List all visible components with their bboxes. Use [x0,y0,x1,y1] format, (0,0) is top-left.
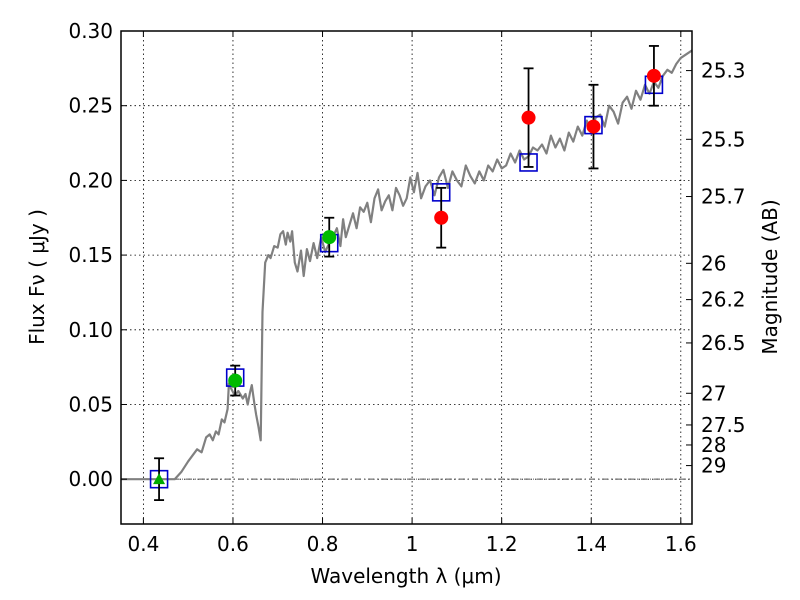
y-tick-label: 0.20 [68,168,113,192]
observed-flux-point [322,230,337,245]
x-axis-title: Wavelength λ (μm) [310,564,501,588]
y-tick-label: 0.00 [68,467,113,491]
y-tick-label: 0.15 [68,243,113,267]
upper-limit-triangle [153,473,166,485]
y-tick-label: 0.10 [68,318,113,342]
right-tick-label: 28 [701,433,726,457]
y-tick-label: 0.05 [68,392,113,416]
observed-flux-point [646,68,661,83]
x-tick-label: 0.8 [307,532,339,556]
right-tick-label: 25.3 [701,59,746,83]
right-tick-label: 25.5 [701,127,746,151]
x-tick-label: 1.4 [575,532,607,556]
y-axis-ticks: 0.00 0.05 0.10 0.15 0.20 0.25 0.30 [68,19,127,491]
right-tick-label: 27.5 [701,413,746,437]
grid-lines [121,30,692,524]
x-tick-label: 1.6 [665,532,697,556]
x-tick-label: 0.4 [127,532,159,556]
axes-frame [120,30,693,525]
y-tick-label: 0.30 [68,19,113,43]
observed-flux-point [228,373,243,388]
y-tick-label: 0.25 [68,94,113,118]
right-axis-title: Magnitude (AB) [758,199,782,354]
x-tick-label: 1.2 [486,532,518,556]
observed-flux-point [521,110,536,125]
right-tick-label: 26.5 [701,331,746,355]
right-tick-label: 26 [701,251,726,275]
plot-area [121,45,693,501]
x-axis-ticks: 0.4 0.6 0.8 1 1.2 1.4 1.6 [127,31,697,556]
right-tick-label: 29 [701,454,726,478]
y-axis-title: Flux Fν ( μJy ) [25,209,49,345]
right-tick-label: 27 [701,381,726,405]
observed-flux-point [586,119,601,134]
sed-model-line [121,49,693,481]
x-tick-label: 0.6 [217,532,249,556]
right-tick-label: 25.7 [701,185,746,209]
x-tick-label: 1 [406,532,419,556]
observed-flux-point [434,210,449,225]
right-tick-label: 26.2 [701,288,746,312]
